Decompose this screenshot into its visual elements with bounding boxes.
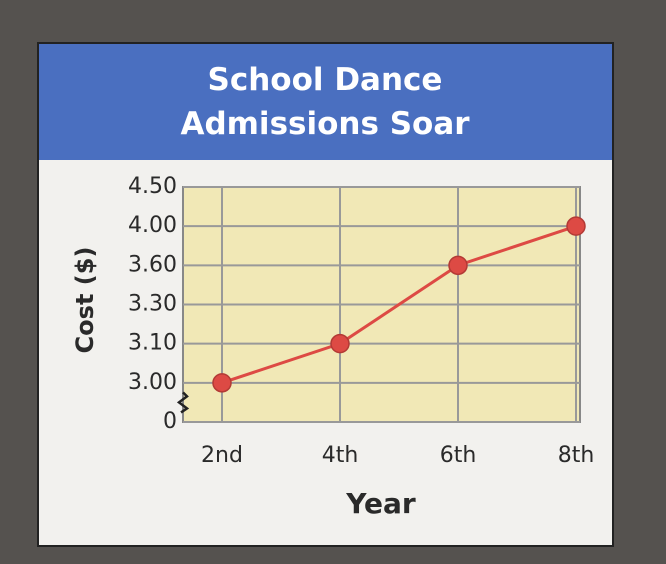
y-tick-label: 4.50 <box>128 174 177 199</box>
y-tick-label: 0 <box>163 409 177 434</box>
line <box>221 224 577 385</box>
x-tick-label: 8th <box>558 443 595 468</box>
y-tick-label: 4.00 <box>128 213 177 238</box>
title-banner: School Dance Admissions Soar <box>39 44 612 160</box>
point <box>448 255 468 276</box>
y-tick-label: 3.00 <box>128 370 177 395</box>
axis-break <box>176 391 190 414</box>
x-tick-label: 2nd <box>201 443 243 468</box>
y-tick-label: 3.30 <box>128 292 177 317</box>
x-tick-label: 4th <box>322 443 359 468</box>
x-axis-label: Year <box>345 487 416 520</box>
y-axis-label: Cost ($) <box>71 247 99 354</box>
x-tick-label: 6th <box>440 443 477 468</box>
point <box>212 373 232 393</box>
point <box>566 216 586 236</box>
point <box>330 333 350 354</box>
chart-title: School Dance Admissions Soar <box>180 62 470 142</box>
y-tick-label: 3.10 <box>128 331 177 356</box>
y-tick-label: 3.60 <box>128 252 177 277</box>
